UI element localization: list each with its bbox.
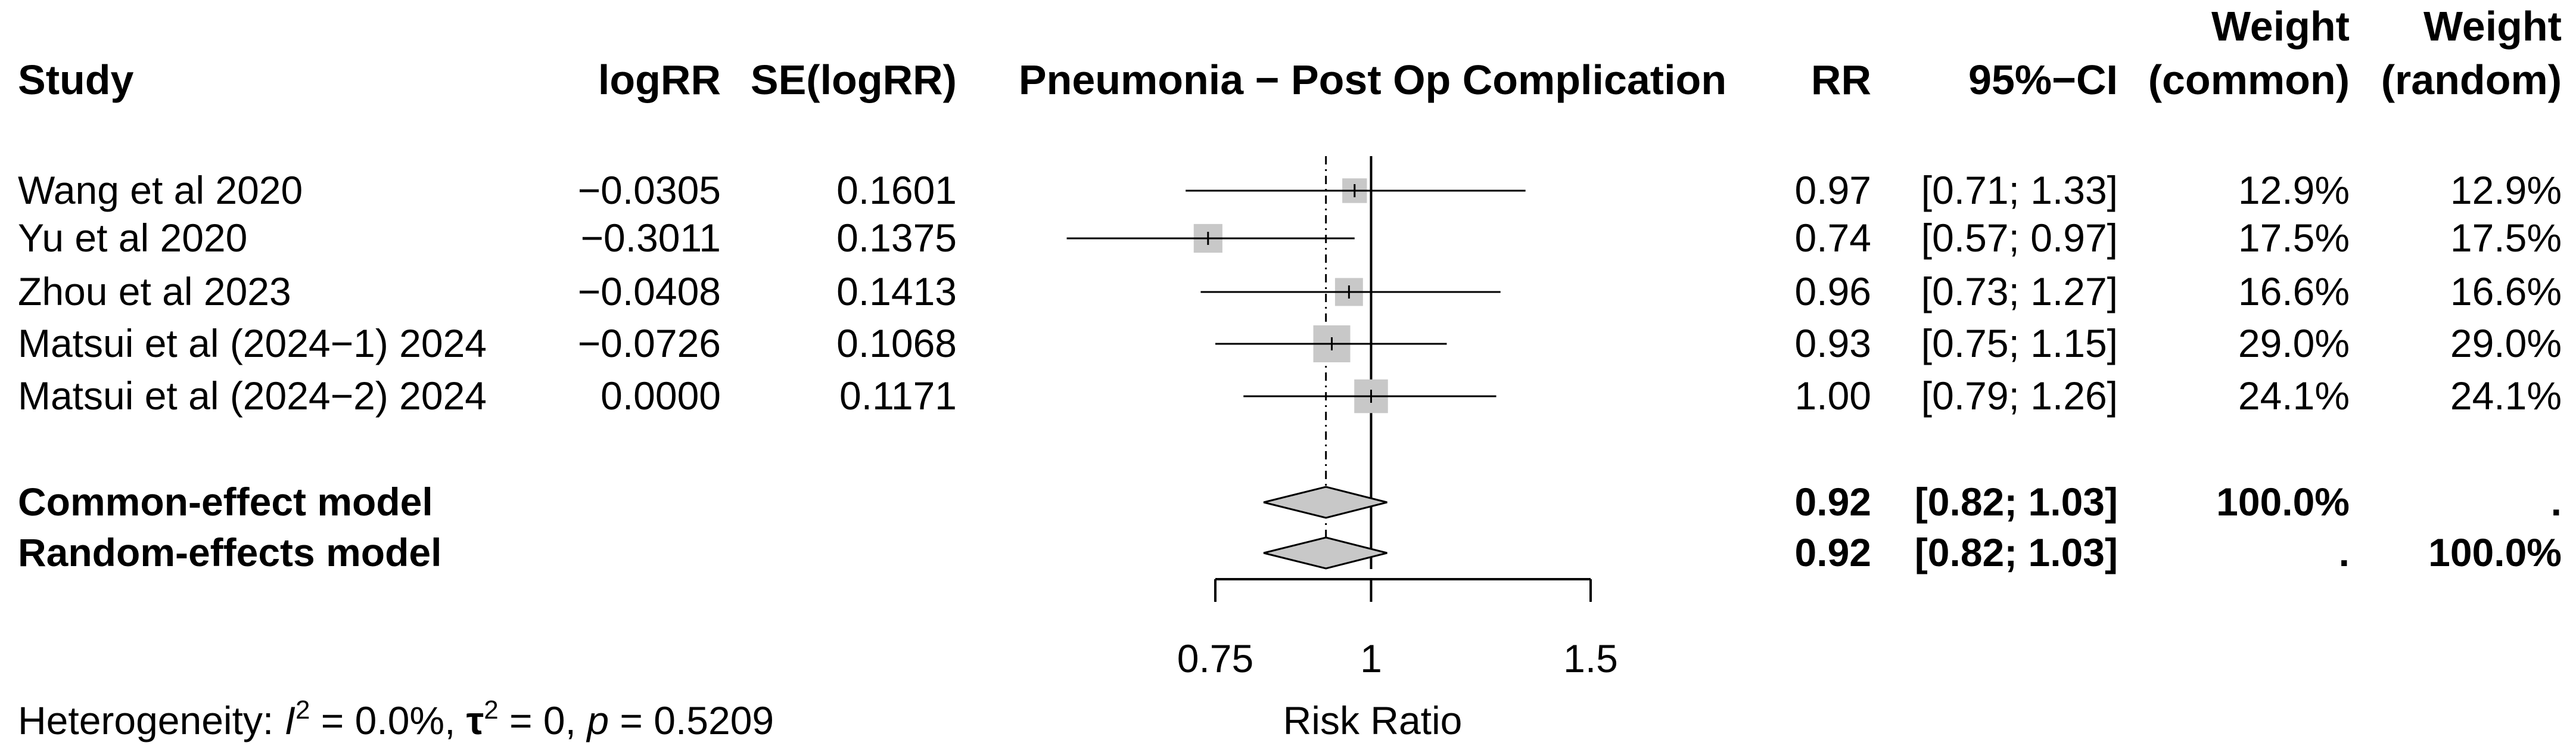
- study-rr: 0.96: [1795, 269, 1871, 313]
- header-logrr: logRR: [598, 57, 721, 103]
- i2-value: = 0.0%,: [310, 698, 466, 742]
- x-tick-label: 1: [1360, 636, 1382, 680]
- study-row: Matsui et al (2024−2) 2024 0.0000 0.1171 1.…: [18, 374, 2562, 418]
- model-rr: 0.92: [1795, 480, 1871, 524]
- model-weight-random: 100.0%: [2428, 530, 2562, 574]
- study-name: Matsui et al (2024−2) 2024: [18, 374, 487, 418]
- study-row: Yu et al 2020 −0.3011 0.1375 0.74 [0.57; 0.9…: [18, 216, 2562, 260]
- model-weight-random: .: [2551, 480, 2562, 524]
- header-rr: RR: [1811, 57, 1871, 103]
- heterogeneity-prefix: Heterogeneity:: [18, 698, 285, 742]
- study-ci: [0.57; 0.97]: [1921, 216, 2118, 260]
- study-rr: 1.00: [1795, 374, 1871, 418]
- x-axis-label: Risk Ratio: [1283, 698, 1463, 742]
- study-name: Zhou et al 2023: [18, 269, 291, 313]
- header-weight-common-line2: (common): [2148, 57, 2350, 103]
- heterogeneity-text: Heterogeneity: I2 = 0.0%, τ2 = 0, p = 0.…: [18, 695, 774, 742]
- study-ci: [0.75; 1.15]: [1921, 321, 2118, 365]
- p-value: = 0.5209: [609, 698, 774, 742]
- study-weight-random: 12.9%: [2450, 168, 2562, 212]
- study-logrr: −0.0408: [578, 269, 721, 313]
- model-ci: [0.82; 1.03]: [1915, 530, 2118, 574]
- header-weight-random-line1: Weight: [2423, 3, 2562, 49]
- study-se: 0.1375: [836, 216, 957, 260]
- x-tick-label: 0.75: [1177, 636, 1253, 680]
- study-row: Wang et al 2020 −0.0305 0.1601 0.97 [0.71; 1…: [18, 168, 2562, 212]
- study-ci: [0.79; 1.26]: [1921, 374, 2118, 418]
- study-weight-common: 16.6%: [2238, 269, 2350, 313]
- study-weight-random: 24.1%: [2450, 374, 2562, 418]
- study-rr: 0.93: [1795, 321, 1871, 365]
- model-rr: 0.92: [1795, 530, 1871, 574]
- study-row: Zhou et al 2023 −0.0408 0.1413 0.96 [0.73; 1…: [18, 269, 2562, 313]
- model-row: Common-effect model 0.92 [0.82; 1.03] 100.0…: [18, 480, 2562, 524]
- i2-symbol: I: [285, 698, 295, 742]
- column-headers: Study logRR SE(logRR) Pneumonia − Post O…: [18, 3, 2562, 103]
- study-rr: 0.74: [1795, 216, 1871, 260]
- model-row: Random-effects model 0.92 [0.82; 1.03]. 100…: [18, 530, 2562, 574]
- header-ci: 95%−CI: [1968, 57, 2118, 103]
- study-se: 0.1171: [839, 374, 957, 418]
- study-weight-common: 17.5%: [2238, 216, 2350, 260]
- study-se: 0.1068: [836, 321, 957, 365]
- header-weight-random-line2: (random): [2381, 57, 2562, 103]
- study-name: Wang et al 2020: [18, 168, 303, 212]
- study-weight-common: 29.0%: [2238, 321, 2350, 365]
- study-se: 0.1413: [836, 269, 957, 313]
- model-diamond: [1263, 536, 1387, 570]
- model-rows: Common-effect model 0.92 [0.82; 1.03] 100.0…: [18, 480, 2562, 574]
- plot-area: [1066, 156, 1526, 570]
- p-symbol: p: [586, 698, 609, 742]
- x-tick-label: 1.5: [1563, 636, 1618, 680]
- study-weight-common: 24.1%: [2238, 374, 2350, 418]
- study-logrr: −0.3011: [580, 216, 721, 260]
- study-weight-common: 12.9%: [2238, 168, 2350, 212]
- study-name: Yu et al 2020: [18, 216, 247, 260]
- header-study: Study: [18, 57, 134, 103]
- model-diamond: [1263, 486, 1387, 519]
- study-ci: [0.73; 1.27]: [1921, 269, 2118, 313]
- study-weight-random: 17.5%: [2450, 216, 2562, 260]
- tau-value: = 0,: [499, 698, 587, 742]
- header-se: SE(logRR): [751, 57, 957, 103]
- study-weight-random: 29.0%: [2450, 321, 2562, 365]
- model-weight-common: 100.0%: [2216, 480, 2350, 524]
- tau-symbol: τ: [466, 698, 484, 742]
- study-logrr: −0.0305: [578, 168, 721, 212]
- study-row: Matsui et al (2024−1) 2024 −0.0726 0.1068 0…: [18, 321, 2562, 365]
- study-ci: [0.71; 1.33]: [1921, 168, 2118, 212]
- i2-superscript: 2: [295, 695, 310, 725]
- study-logrr: 0.0000: [601, 374, 721, 418]
- study-weight-random: 16.6%: [2450, 269, 2562, 313]
- model-label: Common-effect model: [18, 480, 433, 524]
- x-axis: 0.75 1 1.5: [1177, 578, 1618, 680]
- model-label: Random-effects model: [18, 530, 441, 574]
- header-weight-common-line1: Weight: [2211, 3, 2350, 49]
- study-rr: 0.97: [1795, 168, 1871, 212]
- study-rows: Wang et al 2020 −0.0305 0.1601 0.97 [0.71; 1…: [18, 168, 2562, 418]
- study-logrr: −0.0726: [578, 321, 721, 365]
- study-name: Matsui et al (2024−1) 2024: [18, 321, 487, 365]
- header-plot-title: Pneumonia − Post Op Complication: [1019, 57, 1726, 103]
- study-se: 0.1601: [836, 168, 957, 212]
- model-ci: [0.82; 1.03]: [1915, 480, 2118, 524]
- tau-superscript: 2: [484, 695, 498, 725]
- model-weight-common: .: [2339, 530, 2350, 574]
